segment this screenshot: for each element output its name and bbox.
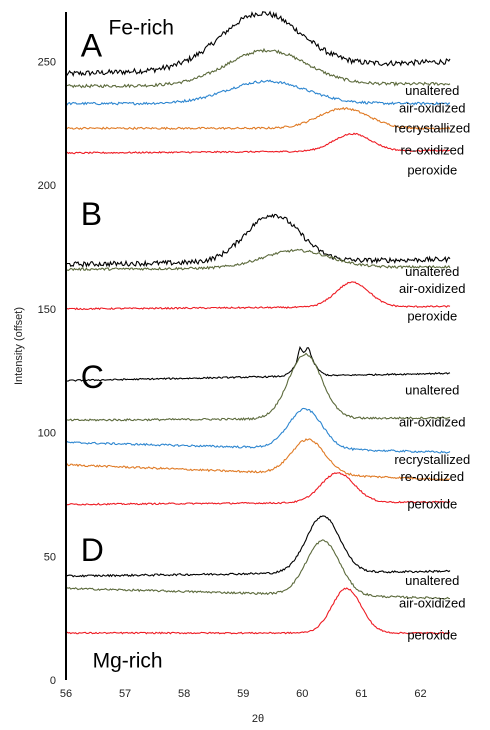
y-tick-label: 250 (38, 56, 56, 68)
series-line-d-air-oxidized (65, 539, 451, 600)
panel-letter-b: B (81, 196, 102, 232)
series-label-unaltered: unaltered (405, 383, 459, 398)
series-label-recrystallized: recrystallized (394, 452, 470, 467)
x-axis-title: 2θ (252, 713, 264, 725)
plot-lines (65, 10, 451, 635)
x-tick-label: 60 (296, 688, 308, 700)
y-tick-label: 0 (50, 675, 56, 687)
y-tick-label: 200 (38, 180, 56, 192)
series-label-peroxide: peroxide (407, 162, 457, 177)
series-label-peroxide: peroxide (407, 496, 457, 511)
x-tick-label: 59 (237, 688, 249, 700)
series-line-a-unaltered (65, 10, 451, 77)
series-label-air-oxidized: air-oxidized (399, 281, 465, 296)
series-label-unaltered: unaltered (405, 83, 459, 98)
series-label-peroxide: peroxide (407, 627, 457, 642)
x-tick-label: 58 (178, 688, 190, 700)
mg-rich-annotation: Mg-rich (93, 650, 163, 673)
series-label-recrystallized: recrystallized (394, 120, 470, 135)
series-label-unaltered: unaltered (405, 573, 459, 588)
y-tick-label: 150 (38, 304, 56, 316)
series-label-unaltered: unaltered (405, 264, 459, 279)
series-labels: unaltered air-oxidized recrystallized re-ox… (394, 83, 470, 642)
series-label-re-oxidized: re-oxidized (400, 469, 464, 484)
series-line-b-peroxide (65, 281, 451, 311)
panel-letter-c: C (81, 359, 104, 395)
fe-rich-annotation: Fe-rich (109, 16, 174, 39)
panel-letters: A B C D (81, 28, 104, 569)
series-label-re-oxidized: re-oxidized (400, 143, 464, 158)
series-label-peroxide: peroxide (407, 308, 457, 323)
x-tick-label: 62 (414, 688, 426, 700)
series-line-c-peroxide (65, 471, 451, 506)
series-line-b-unaltered (66, 213, 451, 268)
panel-letter-a: A (81, 28, 103, 64)
series-line-a-recrystallized (65, 79, 451, 106)
y-axis-title: Intensity (offset) (13, 307, 25, 385)
y-tick-label: 100 (38, 428, 56, 440)
series-line-c-air-oxidized (65, 352, 451, 422)
series-label-air-oxidized: air-oxidized (399, 595, 465, 610)
series-line-b-air-oxidized (65, 248, 451, 272)
series-label-air-oxidized: air-oxidized (399, 415, 465, 430)
series-line-c-re-oxidized (65, 438, 451, 481)
series-line-d-unaltered (65, 515, 451, 578)
x-tick-labels: 56 57 58 59 60 61 62 (60, 688, 427, 700)
x-tick-label: 56 (60, 688, 72, 700)
series-line-a-air-oxidized (65, 47, 451, 89)
series-line-c-recrystallized (65, 407, 451, 454)
series-line-c-unaltered (65, 345, 451, 382)
series-line-d-peroxide (65, 587, 451, 635)
x-tick-label: 57 (119, 688, 131, 700)
y-tick-labels: 0 50 100 150 200 250 (38, 56, 56, 687)
series-label-air-oxidized: air-oxidized (399, 100, 465, 115)
y-tick-label: 50 (44, 551, 56, 563)
panel-letter-d: D (81, 532, 104, 568)
series-line-a-re-oxidized (65, 106, 451, 131)
x-tick-label: 61 (355, 688, 367, 700)
series-line-a-peroxide (65, 132, 451, 155)
